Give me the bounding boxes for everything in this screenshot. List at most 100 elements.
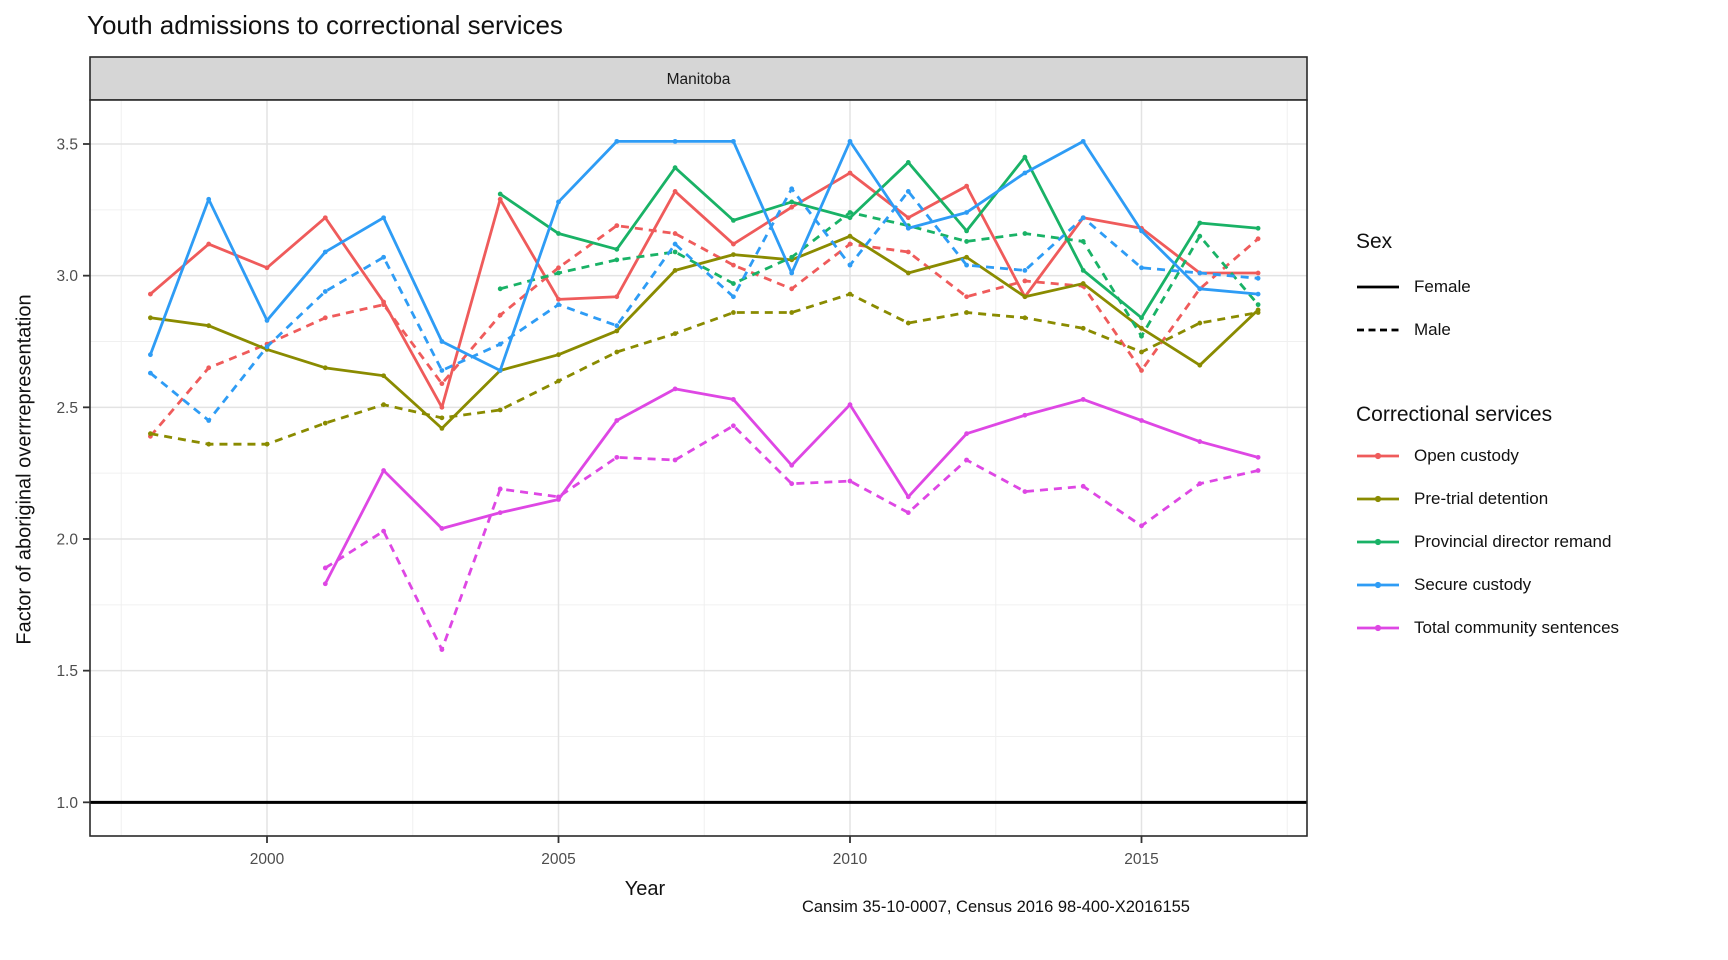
series-point-secure-custody-male: [731, 294, 736, 300]
series-point-pre-trial-detention-male: [497, 407, 503, 413]
series-point-provincial-director-remand-male: [1197, 233, 1203, 239]
legend-service-items: Open custody Pre-trial detention Provincia…: [1356, 441, 1716, 643]
series-point-total-community-sentences-male: [847, 478, 853, 484]
series-point-provincial-director-remand-male: [1139, 333, 1144, 339]
y-tick-label: 3.5: [56, 137, 78, 154]
legend-key-point: [1374, 581, 1382, 589]
series-point-provincial-director-remand-female: [672, 165, 678, 171]
series-point-pre-trial-detention-female: [556, 352, 561, 358]
series-point-provincial-director-remand-male: [614, 257, 620, 263]
plot-title: Youth admissions to correctional service…: [87, 10, 563, 40]
series-point-secure-custody-male: [789, 186, 795, 192]
series-point-open-custody-male: [672, 231, 678, 236]
series-point-secure-custody-female: [964, 210, 969, 215]
series-point-total-community-sentences-female: [789, 462, 795, 468]
series-point-open-custody-male: [1139, 368, 1144, 373]
legend-item-pre-trial-detention: Pre-trial detention: [1356, 484, 1716, 514]
series-point-secure-custody-male: [1255, 275, 1261, 281]
series-point-secure-custody-male: [264, 344, 270, 350]
series-point-total-community-sentences-male: [497, 486, 503, 492]
series-point-pre-trial-detention-female: [614, 328, 620, 334]
series-point-secure-custody-female: [1080, 138, 1086, 144]
series-line-provincial-director-remand-male: [499, 211, 1260, 338]
series-point-secure-custody-female: [206, 196, 212, 202]
series-point-open-custody-female: [148, 291, 153, 297]
series-point-open-custody-female: [439, 404, 445, 410]
series-point-open-custody-female: [964, 183, 969, 189]
legend-item-total-community-sentences: Total community sentences: [1356, 613, 1716, 643]
facet-strip: [89, 56, 1308, 101]
series-point-total-community-sentences-female: [731, 397, 736, 402]
series-point-secure-custody-female: [1022, 170, 1028, 176]
series-point-open-custody-female: [322, 215, 328, 221]
series-point-pre-trial-detention-male: [322, 420, 328, 426]
series-point-pre-trial-detention-female: [672, 267, 678, 273]
series-point-open-custody-female: [497, 196, 503, 202]
series-point-secure-custody-female: [148, 352, 153, 358]
series-point-pre-trial-detention-female: [1255, 307, 1261, 313]
series-point-secure-custody-female: [905, 225, 911, 231]
series-point-provincial-director-remand-female: [497, 191, 503, 197]
series-point-secure-custody-female: [556, 199, 561, 205]
legend-item-pre-trial-detention-label: Pre-trial detention: [1414, 489, 1549, 508]
series-line-total-community-sentences-male: [324, 424, 1259, 651]
series-point-provincial-director-remand-female: [731, 217, 736, 223]
series-point-secure-custody-male: [1080, 215, 1086, 221]
series-point-provincial-director-remand-male: [497, 286, 503, 292]
series-point-pre-trial-detention-male: [1139, 349, 1144, 355]
legend-key-pre-trial-detention: [1357, 495, 1399, 503]
series-point-pre-trial-detention-male: [264, 441, 270, 447]
series-point-secure-custody-female: [789, 270, 795, 276]
legend-item-male-label: Male: [1414, 320, 1451, 339]
series-point-total-community-sentences-male: [1139, 523, 1144, 529]
series-point-secure-custody-male: [497, 341, 503, 347]
series-point-total-community-sentences-female: [964, 431, 969, 437]
series-point-secure-custody-female: [614, 138, 620, 144]
series-point-provincial-director-remand-male: [1080, 239, 1086, 244]
series-point-total-community-sentences-male: [905, 510, 911, 516]
series-point-provincial-director-remand-female: [905, 160, 911, 165]
series-point-total-community-sentences-female: [1080, 397, 1086, 402]
series-point-provincial-director-remand-male: [672, 249, 678, 255]
series-point-secure-custody-female: [264, 318, 270, 323]
series-point-pre-trial-detention-female: [439, 425, 445, 431]
series-point-open-custody-male: [847, 241, 853, 247]
series-point-secure-custody-male: [148, 370, 153, 376]
series-point-total-community-sentences-male: [322, 565, 328, 571]
series-point-open-custody-male: [439, 381, 445, 387]
series-point-pre-trial-detention-male: [731, 310, 736, 315]
series-point-pre-trial-detention-female: [1080, 281, 1086, 286]
series-point-provincial-director-remand-male: [964, 239, 969, 244]
series-point-total-community-sentences-female: [322, 581, 328, 587]
series-point-total-community-sentences-female: [847, 402, 853, 408]
series-point-open-custody-male: [614, 223, 620, 229]
legend-item-open-custody: Open custody: [1356, 441, 1716, 471]
x-tick-label: 2000: [250, 851, 285, 868]
legend-key-point: [1374, 538, 1382, 546]
series-point-pre-trial-detention-female: [1197, 362, 1203, 368]
series-point-pre-trial-detention-female: [847, 233, 853, 239]
series-point-secure-custody-female: [497, 368, 503, 373]
series-point-secure-custody-male: [381, 254, 386, 260]
series-line-provincial-director-remand-female: [499, 155, 1259, 320]
legend-key-male: [1357, 328, 1399, 332]
series-point-provincial-director-remand-male: [556, 270, 561, 276]
series-point-provincial-director-remand-male: [789, 254, 795, 260]
series-line-pre-trial-detention-male: [150, 292, 1259, 446]
series-point-provincial-director-remand-female: [1197, 220, 1203, 226]
legend-item-male: Male: [1356, 315, 1716, 345]
series-point-pre-trial-detention-female: [905, 270, 911, 276]
series-point-total-community-sentences-female: [439, 526, 445, 531]
series-point-secure-custody-male: [206, 418, 212, 423]
series-point-pre-trial-detention-male: [148, 431, 153, 437]
series-point-total-community-sentences-male: [1080, 483, 1086, 489]
series-point-open-custody-female: [731, 241, 736, 247]
y-tick-label: 1.0: [56, 795, 78, 812]
series-point-secure-custody-female: [847, 138, 853, 144]
series-point-pre-trial-detention-male: [1080, 325, 1086, 331]
series-point-open-custody-female: [905, 215, 911, 221]
legend-services-title: Correctional services: [1356, 403, 1553, 426]
series-point-open-custody-male: [789, 286, 795, 292]
series-point-pre-trial-detention-male: [964, 310, 969, 315]
